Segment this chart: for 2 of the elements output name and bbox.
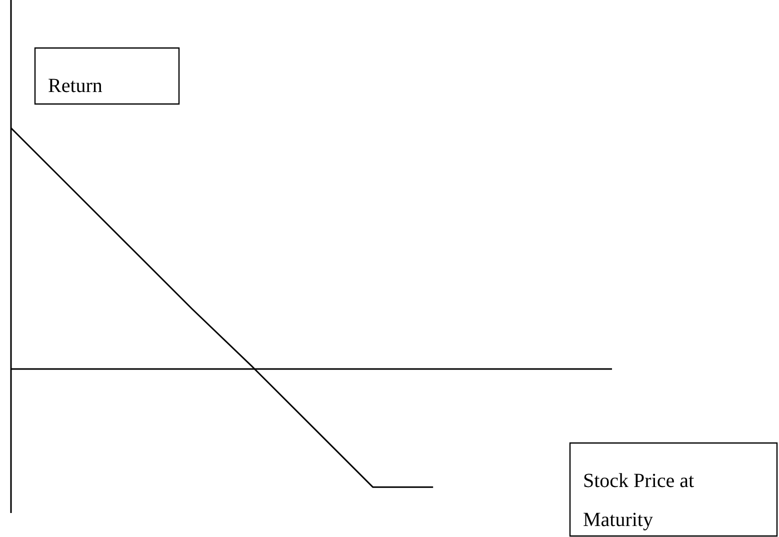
text: Stock Price at Maturity (583, 470, 695, 531)
y-axis-title: Return (48, 75, 102, 97)
